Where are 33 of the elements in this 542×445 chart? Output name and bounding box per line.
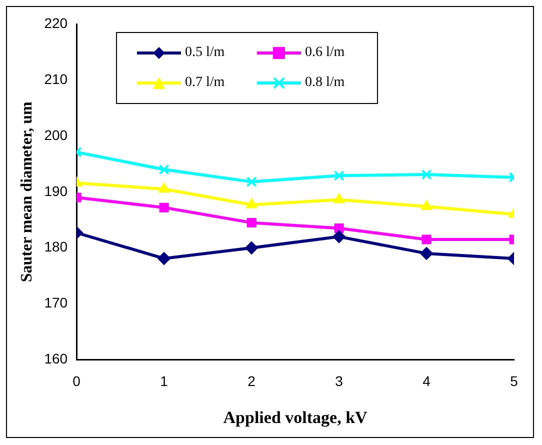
y-axis-title: Sauter mean diameter, um (18, 101, 36, 282)
x-tick-label: 2 (248, 373, 256, 390)
legend-label: 0.5 l/m (185, 45, 225, 61)
point (334, 170, 344, 181)
y-tick-label: 160 (44, 350, 68, 367)
point (158, 164, 170, 175)
point (332, 230, 346, 244)
point (159, 202, 169, 212)
x-tick-label: 1 (160, 373, 168, 390)
point (158, 182, 170, 193)
point (246, 218, 256, 228)
y-tick-label: 190 (44, 182, 68, 199)
point (245, 241, 258, 254)
point (421, 169, 432, 180)
legend-label: 0.8 l/m (305, 75, 345, 91)
y-tick-label: 220 (44, 14, 68, 31)
x-tick-label: 4 (422, 373, 431, 390)
legend-label: 0.7 l/m (185, 75, 225, 91)
point (420, 200, 432, 210)
point (422, 234, 432, 244)
legend-label: 0.6 l/m (305, 45, 345, 61)
x-axis-title: Applied voltage, kV (223, 408, 368, 428)
point (246, 176, 257, 188)
y-tick-label: 170 (44, 294, 68, 311)
point (158, 252, 171, 265)
x-tick-label: 5 (510, 373, 518, 390)
y-tick-label: 200 (44, 126, 68, 143)
y-tick-label: 210 (44, 70, 68, 87)
point (333, 193, 345, 204)
x-tick-label: 3 (335, 373, 344, 390)
y-tick-label: 180 (44, 238, 68, 255)
point (246, 198, 258, 208)
x-tick-label: 0 (72, 373, 81, 390)
